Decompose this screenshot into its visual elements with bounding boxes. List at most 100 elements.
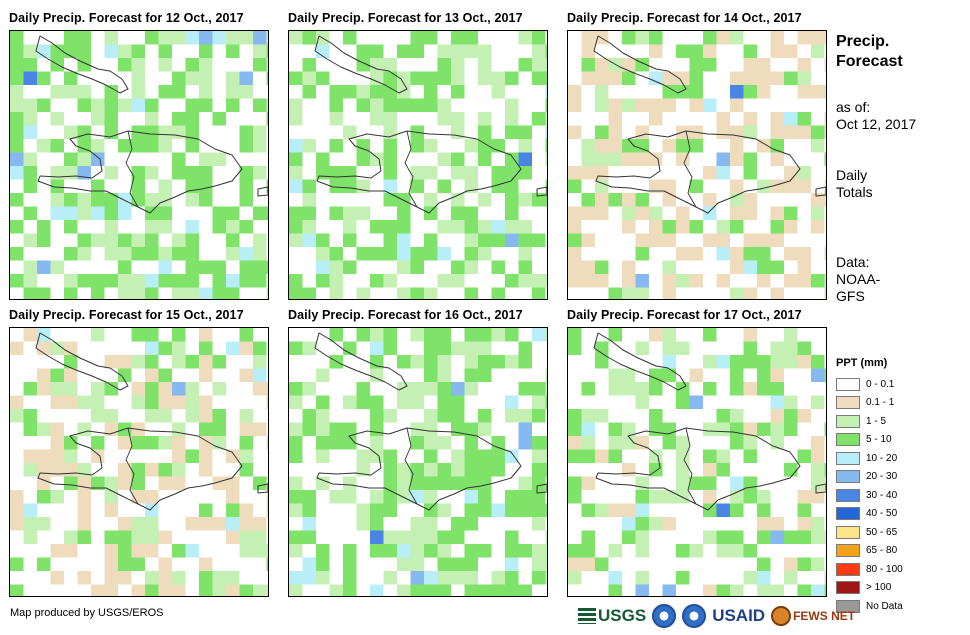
precip-cell	[10, 206, 24, 221]
precip-cell	[145, 44, 159, 59]
precip-cell	[797, 584, 812, 596]
precip-cell	[743, 220, 758, 234]
precip-cell	[289, 382, 303, 396]
precip-cell	[329, 449, 344, 464]
precip-cell	[185, 233, 200, 248]
precip-cell	[545, 355, 547, 369]
precip-cell	[77, 44, 92, 59]
precip-cell	[784, 449, 798, 464]
precip-cell	[478, 98, 492, 113]
precip-cell	[397, 449, 411, 464]
precip-cell	[266, 274, 268, 288]
precip-cell	[568, 85, 582, 99]
precip-cell	[131, 436, 146, 450]
precip-cell	[239, 125, 254, 140]
precip-cell	[770, 490, 785, 504]
precip-cell	[464, 382, 479, 396]
precip-cell	[581, 193, 596, 207]
precip-cell	[302, 395, 317, 410]
precip-cell	[356, 530, 371, 545]
precip-cell	[383, 584, 398, 596]
precip-cell	[50, 490, 65, 504]
precip-cell	[689, 71, 704, 86]
precip-cell	[757, 179, 771, 194]
precip-cell	[505, 139, 519, 153]
precip-cell	[253, 382, 267, 396]
forecast-map-6	[567, 327, 827, 597]
precip-cell	[37, 571, 51, 585]
precip-cell	[118, 152, 132, 167]
precip-cell	[743, 503, 758, 518]
precip-cell	[316, 503, 330, 518]
precip-cell	[595, 490, 609, 504]
precip-cell	[568, 341, 582, 356]
precip-cell	[581, 152, 596, 167]
precip-cell	[356, 544, 371, 558]
precip-cell	[689, 530, 704, 545]
precip-cell	[568, 71, 582, 86]
precip-cell	[622, 368, 636, 383]
precip-cell	[91, 31, 105, 45]
precip-cell	[212, 503, 227, 518]
precip-cell	[316, 530, 330, 545]
precip-cell	[568, 422, 582, 437]
precip-cell	[451, 409, 465, 423]
precip-cell	[811, 220, 825, 234]
precip-cell	[23, 395, 38, 410]
precip-cell	[212, 179, 227, 194]
precip-cell	[37, 436, 51, 450]
precip-cell	[397, 247, 411, 261]
precip-cell	[662, 341, 677, 356]
precip-cell	[383, 206, 398, 221]
precip-cell	[131, 287, 146, 299]
precip-cell	[185, 125, 200, 140]
precip-cell	[703, 463, 717, 477]
precip-cell	[343, 166, 357, 180]
precip-cell	[239, 517, 254, 531]
precip-cell	[491, 166, 506, 180]
precip-cell	[770, 355, 785, 369]
precip-cell	[266, 476, 268, 491]
precip-cell	[743, 463, 758, 477]
precip-cell	[518, 517, 533, 531]
precip-cell	[172, 584, 186, 596]
precip-cell	[532, 287, 546, 299]
legend-swatch	[836, 544, 860, 558]
precip-cell	[478, 355, 492, 369]
precip-cell	[703, 274, 717, 288]
precip-cell	[266, 85, 268, 99]
precip-cell	[743, 233, 758, 248]
precip-cell	[383, 422, 398, 437]
precip-cell	[797, 247, 812, 261]
precip-cell	[784, 355, 798, 369]
precip-cell	[716, 463, 731, 477]
precip-cell	[199, 58, 213, 72]
precip-cell	[370, 503, 384, 518]
precip-cell	[622, 341, 636, 356]
precip-cell	[505, 220, 519, 234]
precip-cell	[329, 287, 344, 299]
precip-cell	[131, 220, 146, 234]
precip-cell	[397, 112, 411, 126]
precip-cell	[253, 328, 267, 342]
precip-cell	[676, 287, 690, 299]
precip-cell	[410, 179, 425, 194]
precip-cell	[676, 368, 690, 383]
precip-cell	[622, 584, 636, 596]
precip-cell	[50, 503, 65, 518]
precip-cell	[10, 85, 24, 99]
precip-cell	[505, 436, 519, 450]
precip-cell	[505, 382, 519, 396]
precip-cell	[649, 328, 663, 342]
precip-cell	[424, 58, 438, 72]
precip-cell	[131, 341, 146, 356]
precip-cell	[131, 503, 146, 518]
precip-cell	[451, 476, 465, 491]
precip-cell	[518, 71, 533, 86]
precip-cell	[730, 517, 744, 531]
legend-swatch	[836, 507, 860, 521]
precip-cell	[199, 152, 213, 167]
precip-cell	[757, 58, 771, 72]
precip-cell	[91, 193, 105, 207]
precip-cell	[104, 31, 119, 45]
